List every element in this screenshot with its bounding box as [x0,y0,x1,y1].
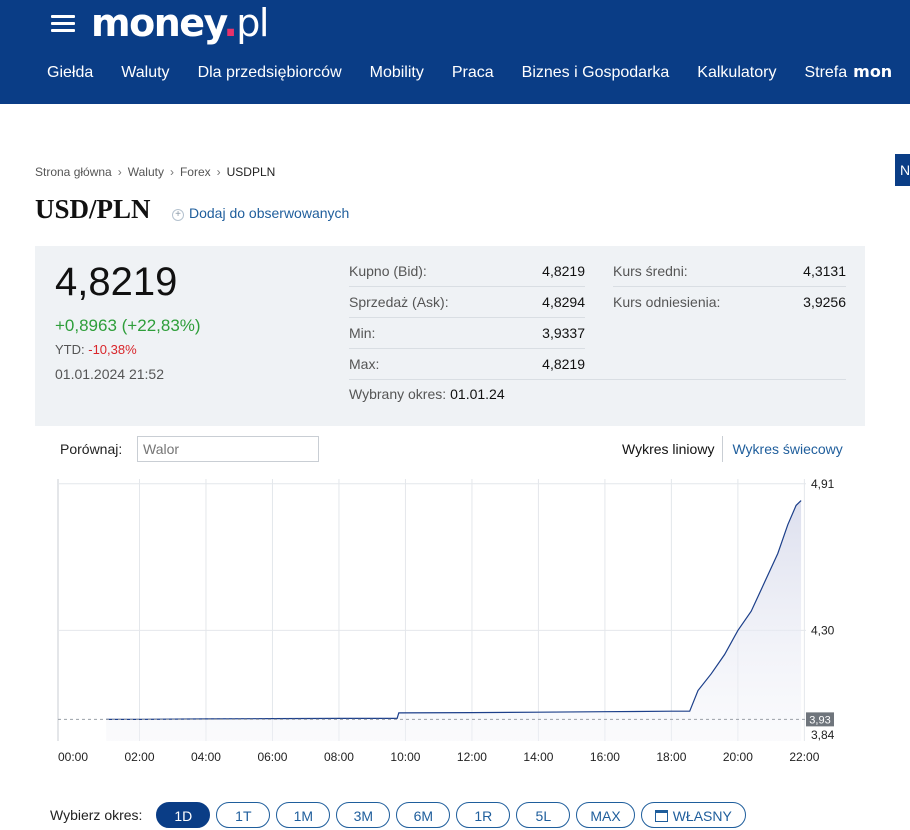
nav-item-praca[interactable]: Praca [451,64,494,81]
stat-value: 4,8294 [542,294,585,310]
quote-stats-secondary: Kurs średni: 4,3131 Kurs odniesienia: 3,92… [613,256,846,318]
stat-row: Kurs średni: 4,3131 [613,256,846,287]
stat-row: Min: 3,9337 [349,318,585,349]
quote-panel: 4,8219 +0,8963 (+22,83%) YTD: -10,38% 01… [35,246,865,426]
site-logo[interactable]: money.pl [91,1,269,45]
strefa-logo[interactable]: mon [853,62,893,81]
nav-item-dla-przedsiębiorców[interactable]: Dla przedsiębiorców [197,64,342,81]
period-button-5l[interactable]: 5L [516,802,571,828]
chart-container [40,426,860,830]
chevron-right-icon: › [169,165,174,179]
period-button-1d[interactable]: 1D [156,802,211,828]
stat-value: 3,9256 [803,294,846,310]
stat-row: Kurs odniesienia: 3,9256 [613,287,846,318]
nav-item-giełda[interactable]: Giełda [47,64,94,81]
chevron-right-icon: › [216,165,221,179]
stat-row: Max: 4,8219 [349,349,585,380]
calendar-icon [654,810,668,822]
menu-icon[interactable] [51,15,75,33]
period-button-1r[interactable]: 1R [456,802,511,828]
stat-value: 3,9337 [542,325,585,341]
stat-value: 4,8219 [542,263,585,279]
ytd-value: -10,38% [88,342,137,357]
stat-label: Sprzedaż (Ask): [349,294,449,310]
stat-row: Kupno (Bid): 4,8219 [349,256,585,287]
stat-label: Min: [349,325,376,341]
add-to-watchlist-link[interactable]: + Dodaj do obserwowanych [172,205,349,221]
price-change: +0,8963 (+22,83%) [55,316,201,335]
chevron-right-icon: › [117,165,122,179]
main-nav: Giełda Waluty Dla przedsiębiorców Mobility P… [47,62,892,82]
breadcrumb-forex[interactable]: Forex [179,165,211,179]
period-button-3m[interactable]: 3M [336,802,391,828]
page-title: USD/PLN [35,194,151,224]
period-button-1t[interactable]: 1T [216,802,271,828]
ytd-label: YTD: [55,342,85,357]
period-selector-label: Wybierz okres: [50,807,143,823]
period-button-max[interactable]: MAX [576,802,635,828]
breadcrumb-waluty[interactable]: Waluty [127,165,164,179]
stat-value: 4,3131 [803,263,846,279]
quote-timestamp: 01.01.2024 21:52 [55,366,164,382]
selected-period-label: Wybrany okres: [349,386,447,402]
period-button-custom-label: WŁASNY [672,808,732,824]
site-header: money.pl Giełda Waluty Dla przedsiębiorców… [0,0,910,104]
nav-item-waluty[interactable]: Waluty [121,64,170,81]
period-button-custom[interactable]: WŁASNY [640,802,746,828]
add-to-watchlist-label: Dodaj do obserwowanych [189,205,350,221]
stat-value: 4,8219 [542,356,585,372]
selected-period-value: 01.01.24 [450,386,505,402]
period-button-6m[interactable]: 6M [396,802,451,828]
stat-label: Max: [349,356,380,372]
quote-stats: Kupno (Bid): 4,8219 Sprzedaż (Ask): 4,8294… [349,256,585,380]
plus-icon: + [172,209,184,221]
selected-period: Wybrany okres: 01.01.24 [349,386,505,402]
breadcrumb-home[interactable]: Strona główna [35,165,112,179]
breadcrumb: Strona główna › Waluty › Forex › USDPLN [35,165,275,179]
stat-label: Kurs odniesienia: [613,294,721,310]
nav-item-kalkulatory[interactable]: Kalkulatory [697,64,777,81]
breadcrumb-current: USDPLN [226,165,276,179]
compare-label: Porównaj: [60,441,123,457]
divider [349,379,846,380]
stat-label: Kupno (Bid): [349,263,427,279]
candle-chart-toggle[interactable]: Wykres świecowy [732,441,843,457]
compare-input[interactable] [137,436,319,462]
chart-type-switch: Wykres liniowy Wykres świecowy [622,436,843,462]
ytd-change: YTD: -10,38% [55,342,137,357]
period-selector: Wybierz okres: 1D 1T 1M 3M 6M 1R 5L MAX WŁASNY [50,802,752,828]
stat-label: Kurs średni: [613,263,688,279]
nav-item-mobility[interactable]: Mobility [369,64,424,81]
nav-item-strefa[interactable]: Strefa [804,64,848,81]
period-button-1m[interactable]: 1M [276,802,331,828]
side-tab[interactable]: N [895,154,910,186]
current-price: 4,8219 [55,260,178,304]
stat-row: Sprzedaż (Ask): 4,8294 [349,287,585,318]
line-chart-toggle[interactable]: Wykres liniowy [622,436,724,462]
nav-item-biznes-i-gospodarka[interactable]: Biznes i Gospodarka [521,64,670,81]
